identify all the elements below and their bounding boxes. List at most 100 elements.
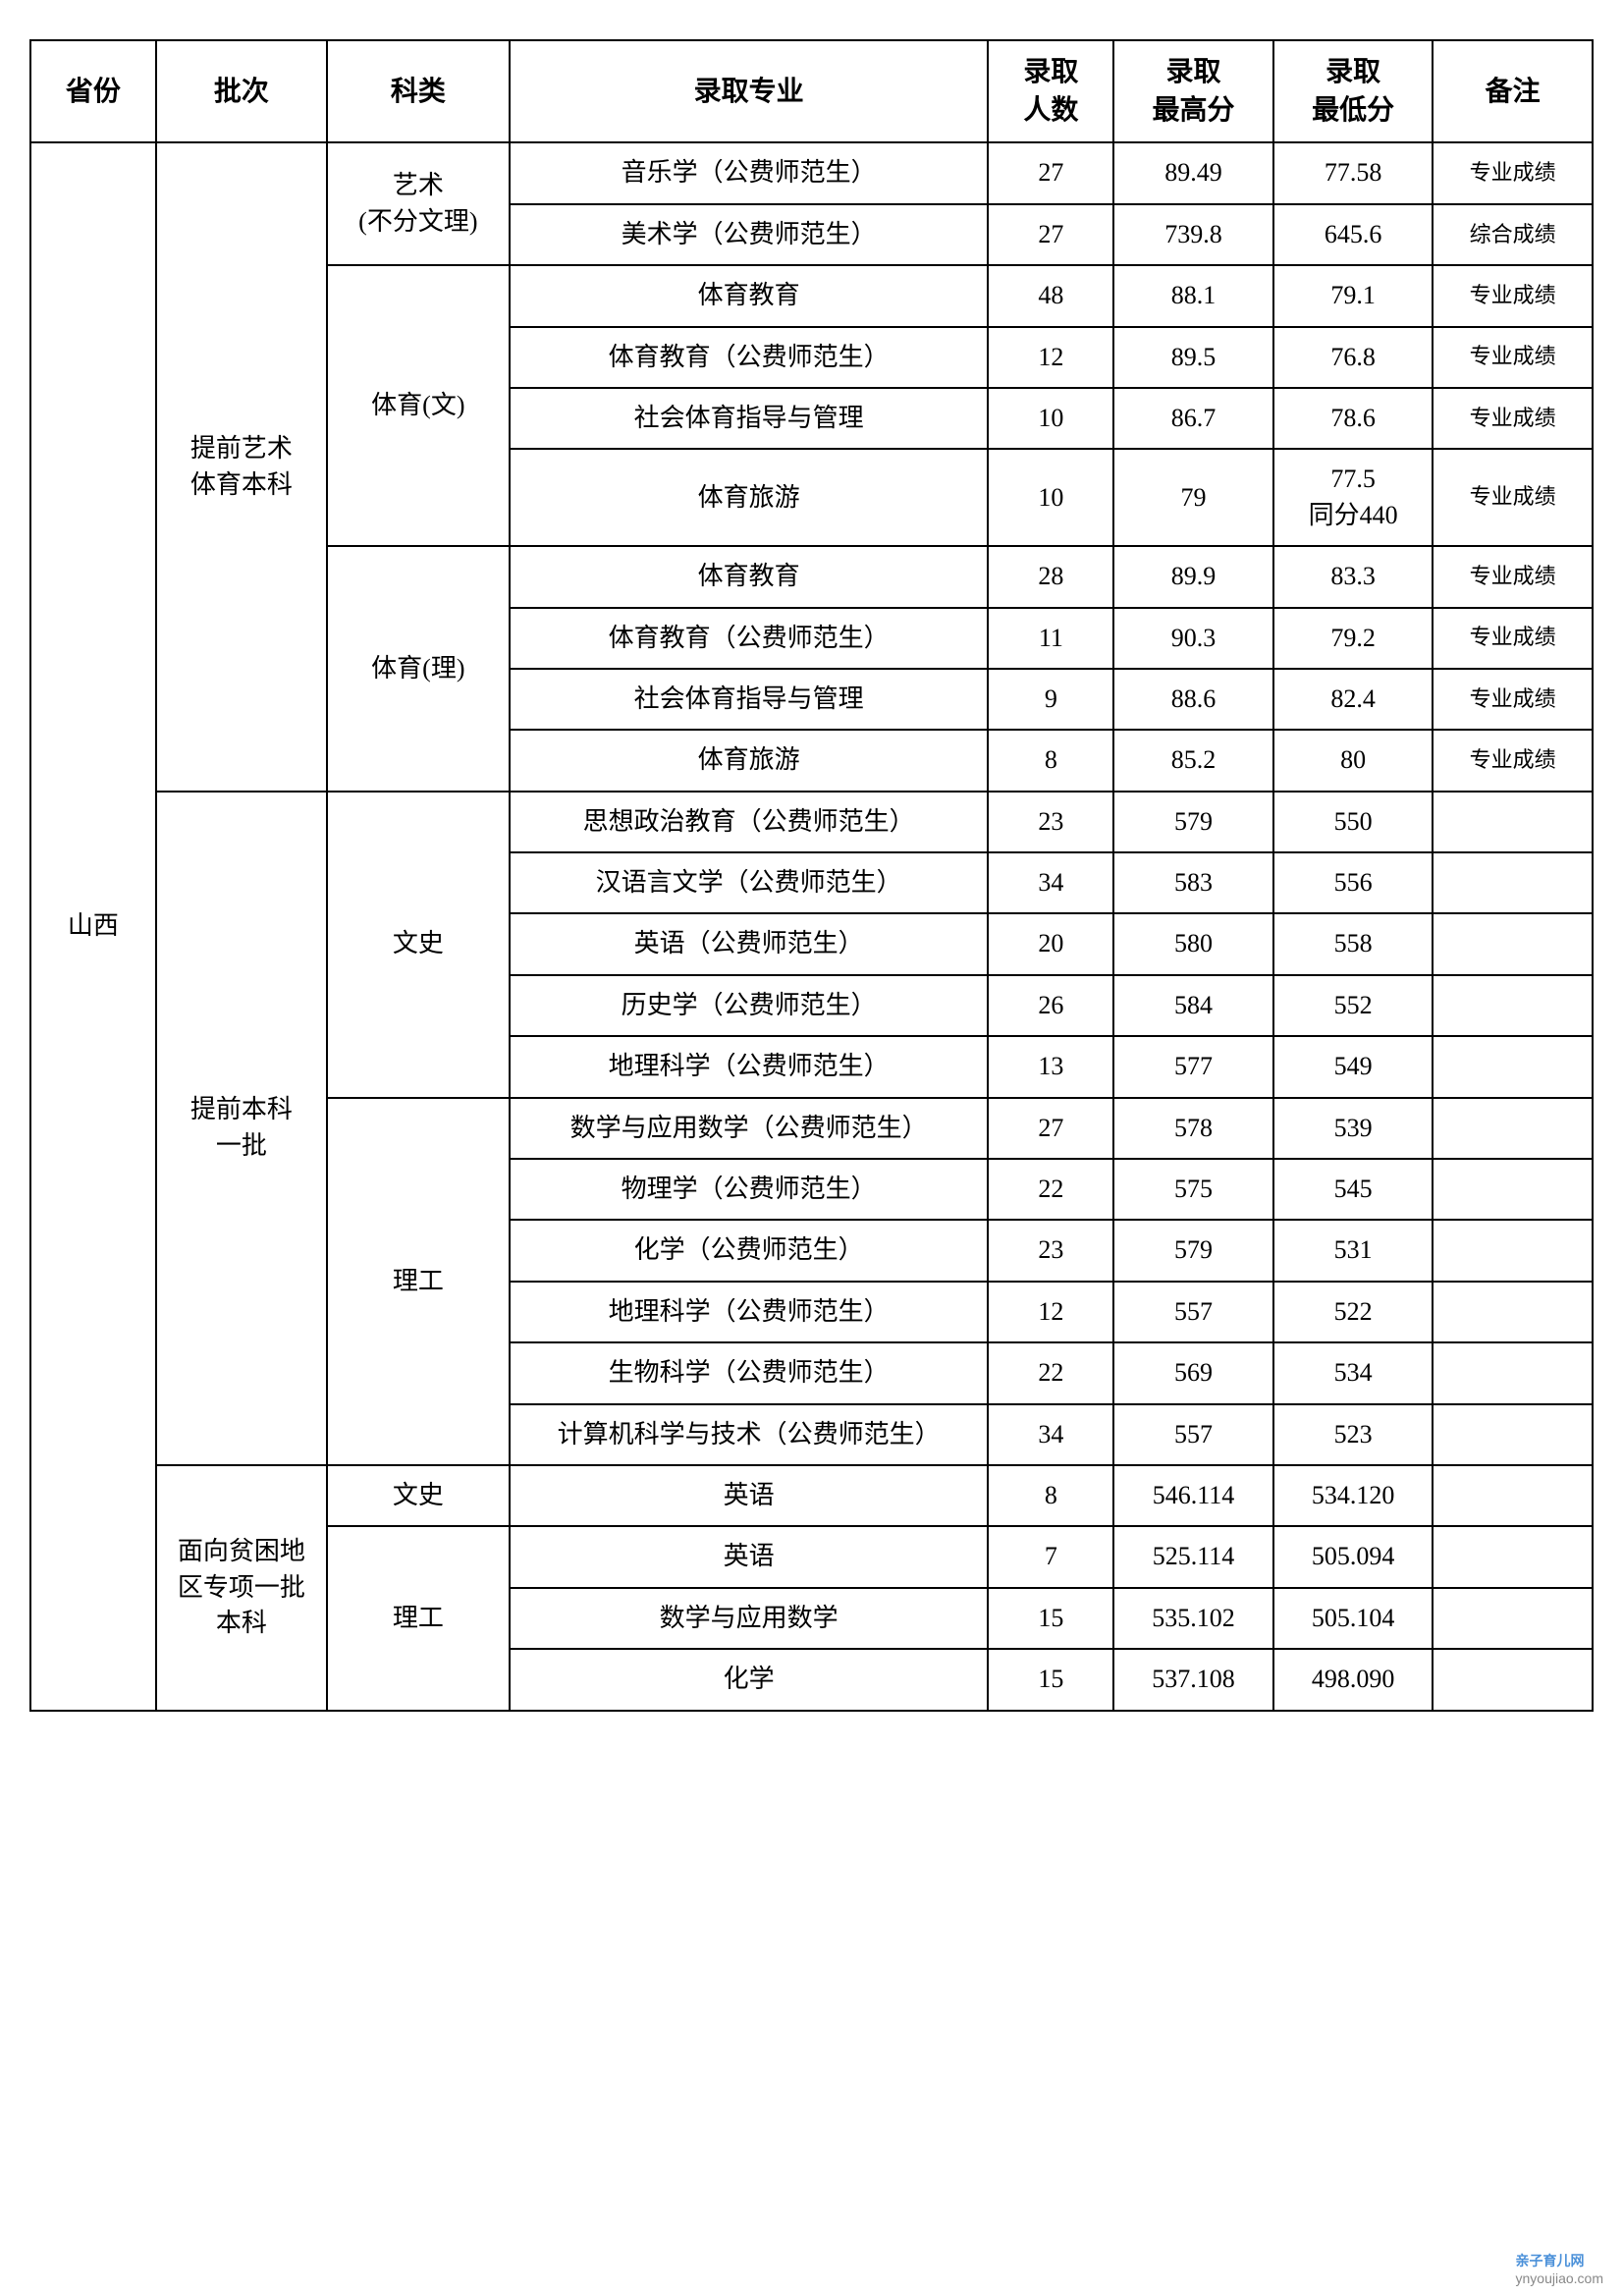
cell-remark (1433, 1342, 1593, 1403)
cell-batch: 面向贫困地区专项一批本科 (156, 1465, 327, 1711)
cell-high: 557 (1113, 1282, 1273, 1342)
cell-low: 531 (1273, 1220, 1434, 1281)
cell-low: 80 (1273, 730, 1434, 791)
cell-count: 15 (988, 1649, 1113, 1710)
cell-count: 9 (988, 669, 1113, 730)
cell-major: 美术学（公费师范生） (510, 204, 989, 265)
cell-high: 535.102 (1113, 1588, 1273, 1649)
cell-major: 体育旅游 (510, 730, 989, 791)
cell-low: 645.6 (1273, 204, 1434, 265)
header-remark: 备注 (1433, 40, 1593, 142)
cell-remark (1433, 1282, 1593, 1342)
cell-low: 522 (1273, 1282, 1434, 1342)
cell-remark (1433, 1036, 1593, 1097)
cell-category: 理工 (327, 1098, 510, 1465)
cell-remark (1433, 1098, 1593, 1159)
cell-low: 77.5同分440 (1273, 449, 1434, 546)
cell-count: 23 (988, 792, 1113, 852)
watermark: 亲子育儿网 ynyoujiao.com (1516, 2251, 1604, 2286)
cell-remark (1433, 975, 1593, 1036)
cell-major: 体育教育 (510, 546, 989, 607)
header-count: 录取人数 (988, 40, 1113, 142)
cell-major: 化学（公费师范生） (510, 1220, 989, 1281)
cell-low: 498.090 (1273, 1649, 1434, 1710)
cell-count: 34 (988, 852, 1113, 913)
cell-major: 体育教育 (510, 265, 989, 326)
table-row: 山西提前艺术体育本科艺术(不分文理)音乐学（公费师范生）2789.4977.58… (30, 142, 1593, 203)
cell-major: 英语 (510, 1526, 989, 1587)
cell-count: 20 (988, 913, 1113, 974)
cell-remark (1433, 1465, 1593, 1526)
cell-high: 88.1 (1113, 265, 1273, 326)
cell-major: 生物科学（公费师范生） (510, 1342, 989, 1403)
cell-remark: 综合成绩 (1433, 204, 1593, 265)
cell-count: 27 (988, 1098, 1113, 1159)
cell-remark (1433, 1588, 1593, 1649)
header-batch: 批次 (156, 40, 327, 142)
cell-category: 文史 (327, 792, 510, 1098)
cell-category: 体育(理) (327, 546, 510, 792)
cell-low: 545 (1273, 1159, 1434, 1220)
cell-low: 505.094 (1273, 1526, 1434, 1587)
cell-major: 地理科学（公费师范生） (510, 1282, 989, 1342)
cell-low: 505.104 (1273, 1588, 1434, 1649)
cell-high: 580 (1113, 913, 1273, 974)
cell-count: 11 (988, 608, 1113, 669)
cell-high: 575 (1113, 1159, 1273, 1220)
cell-major: 英语 (510, 1465, 989, 1526)
cell-count: 48 (988, 265, 1113, 326)
cell-high: 578 (1113, 1098, 1273, 1159)
cell-high: 577 (1113, 1036, 1273, 1097)
cell-count: 27 (988, 204, 1113, 265)
cell-major: 音乐学（公费师范生） (510, 142, 989, 203)
cell-remark (1433, 1159, 1593, 1220)
cell-high: 579 (1113, 1220, 1273, 1281)
cell-batch: 提前本科一批 (156, 792, 327, 1465)
table-row: 面向贫困地区专项一批本科文史英语8546.114534.120 (30, 1465, 1593, 1526)
cell-category: 文史 (327, 1465, 510, 1526)
cell-count: 15 (988, 1588, 1113, 1649)
header-high: 录取最高分 (1113, 40, 1273, 142)
cell-major: 英语（公费师范生） (510, 913, 989, 974)
cell-count: 10 (988, 388, 1113, 449)
cell-remark (1433, 1649, 1593, 1710)
cell-high: 89.5 (1113, 327, 1273, 388)
cell-low: 79.1 (1273, 265, 1434, 326)
cell-count: 22 (988, 1159, 1113, 1220)
cell-remark: 专业成绩 (1433, 546, 1593, 607)
cell-high: 579 (1113, 792, 1273, 852)
cell-major: 体育教育（公费师范生） (510, 608, 989, 669)
cell-low: 83.3 (1273, 546, 1434, 607)
cell-count: 26 (988, 975, 1113, 1036)
cell-major: 汉语言文学（公费师范生） (510, 852, 989, 913)
cell-major: 体育教育（公费师范生） (510, 327, 989, 388)
watermark-title: 亲子育儿网 (1516, 2253, 1585, 2269)
table-row: 提前本科一批文史思想政治教育（公费师范生）23579550 (30, 792, 1593, 852)
cell-count: 22 (988, 1342, 1113, 1403)
cell-remark: 专业成绩 (1433, 608, 1593, 669)
cell-high: 583 (1113, 852, 1273, 913)
header-major: 录取专业 (510, 40, 989, 142)
cell-low: 76.8 (1273, 327, 1434, 388)
cell-count: 10 (988, 449, 1113, 546)
cell-remark: 专业成绩 (1433, 388, 1593, 449)
cell-remark (1433, 1220, 1593, 1281)
cell-high: 569 (1113, 1342, 1273, 1403)
cell-high: 89.49 (1113, 142, 1273, 203)
cell-remark: 专业成绩 (1433, 449, 1593, 546)
cell-high: 88.6 (1113, 669, 1273, 730)
cell-high: 537.108 (1113, 1649, 1273, 1710)
cell-low: 523 (1273, 1404, 1434, 1465)
cell-category: 艺术(不分文理) (327, 142, 510, 265)
cell-remark: 专业成绩 (1433, 669, 1593, 730)
cell-count: 28 (988, 546, 1113, 607)
cell-low: 556 (1273, 852, 1434, 913)
cell-major: 物理学（公费师范生） (510, 1159, 989, 1220)
cell-remark: 专业成绩 (1433, 142, 1593, 203)
cell-high: 525.114 (1113, 1526, 1273, 1587)
cell-remark (1433, 1526, 1593, 1587)
cell-count: 23 (988, 1220, 1113, 1281)
cell-remark: 专业成绩 (1433, 265, 1593, 326)
cell-count: 8 (988, 730, 1113, 791)
cell-count: 7 (988, 1526, 1113, 1587)
